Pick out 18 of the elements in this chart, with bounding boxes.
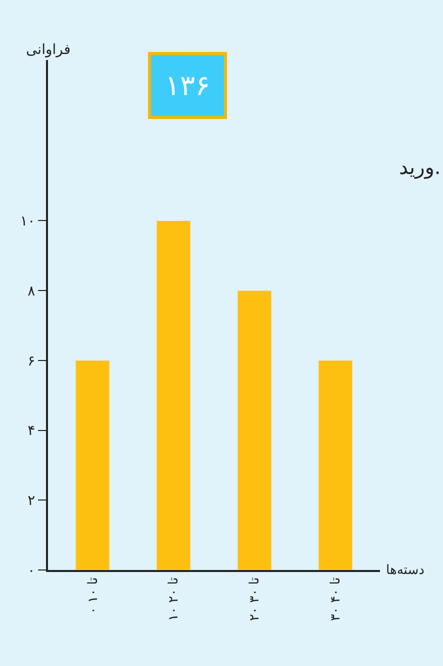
y-tick-label: ۸	[28, 283, 36, 300]
bar	[318, 360, 353, 570]
y-axis-title: فراوانی	[26, 42, 71, 58]
bar	[75, 360, 110, 570]
y-tick-label: ۰	[28, 562, 36, 579]
x-tick-label: ۳۰ تا ۴۰	[328, 576, 344, 621]
x-tick-label: ۰ تا ۱۰	[86, 576, 101, 614]
y-tick-label: ۴	[28, 423, 36, 440]
x-tick-label: ۲۰ تا ۳۰	[248, 576, 263, 621]
bar	[156, 220, 191, 570]
y-tick-label: ۲	[28, 493, 36, 510]
bar	[237, 290, 272, 570]
y-tick-label: ۶	[28, 353, 36, 370]
x-axis-title: دسته‌ها	[386, 563, 425, 578]
annotation: ۱۳۶	[165, 69, 210, 102]
x-tick-label: ۱۰ تا ۲۰	[166, 576, 182, 621]
y-tick-label: ۱۰	[20, 214, 36, 230]
text: ورید.	[399, 155, 441, 179]
